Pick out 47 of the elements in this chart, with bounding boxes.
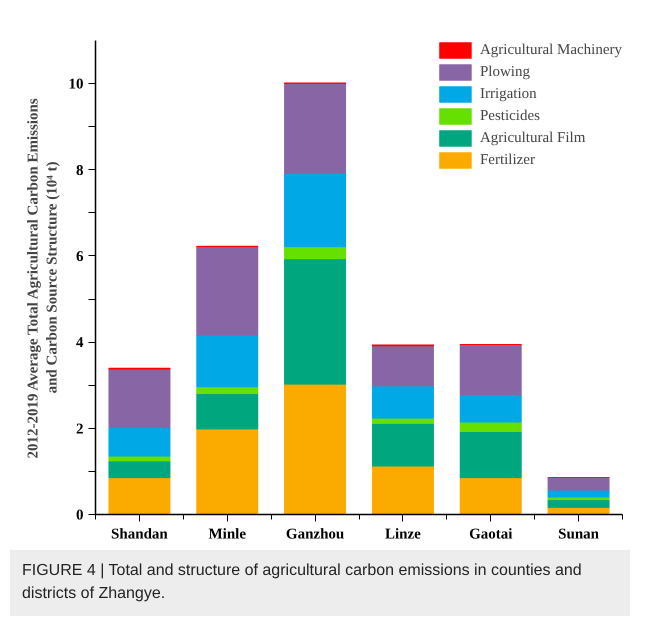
- bar: [196, 394, 258, 430]
- bar: [284, 258, 346, 385]
- x-tick-label: Sunan: [558, 526, 600, 542]
- y-tick-label: 6: [76, 248, 84, 265]
- bar: [460, 422, 522, 432]
- bar: [460, 394, 522, 423]
- legend-label: Agricultural Machinery: [480, 42, 622, 58]
- y-axis-title: 2012-2019 Average Total Agricultural Carbon Emissions and Carbon Source Structure (10⁴ t): [25, 98, 60, 459]
- x-tick-label: Gaotai: [469, 526, 512, 542]
- bar: [284, 384, 346, 514]
- bar: [108, 478, 170, 514]
- y-tick-label: 0: [76, 508, 84, 524]
- bar: [196, 428, 258, 514]
- bar: [548, 490, 610, 498]
- bar: [196, 334, 258, 388]
- bar: [108, 456, 170, 462]
- bar: [284, 173, 346, 248]
- bar: [108, 427, 170, 457]
- bar: [108, 369, 170, 428]
- x-tick-label: Shandan: [111, 526, 168, 542]
- bar: [460, 432, 522, 478]
- bar: [460, 478, 522, 514]
- bar: [372, 346, 434, 386]
- caption: FIGURE 4 | Total and structure of agricultural carbon emissions in counties and districts of Zhangye.: [22, 561, 583, 604]
- x-tick-label: Linze: [385, 526, 422, 542]
- x-tick-label: Ganzhou: [286, 526, 344, 542]
- bar: [372, 386, 434, 419]
- legend-label: Pesticides: [480, 108, 540, 124]
- bar: [548, 477, 610, 491]
- y-tick-label: 2: [76, 421, 84, 438]
- bar: [372, 418, 434, 424]
- bar: [372, 466, 434, 514]
- legend-label: Irrigation: [480, 86, 537, 102]
- bar: [284, 246, 346, 260]
- bar: [372, 423, 434, 466]
- bar: [196, 246, 258, 336]
- legend-label: Plowing: [480, 64, 530, 80]
- bar: [108, 460, 170, 478]
- bar: [548, 500, 610, 508]
- y-tick-label: 8: [76, 162, 84, 179]
- y-tick-label: 10: [68, 76, 84, 93]
- legend-label: Fertilizer: [480, 152, 535, 168]
- bar: [284, 83, 346, 174]
- y-tick-label: 4: [76, 335, 84, 352]
- legend-label: Agricultural Film: [480, 130, 586, 146]
- bar: [460, 344, 522, 396]
- x-tick-label: Minle: [208, 526, 246, 542]
